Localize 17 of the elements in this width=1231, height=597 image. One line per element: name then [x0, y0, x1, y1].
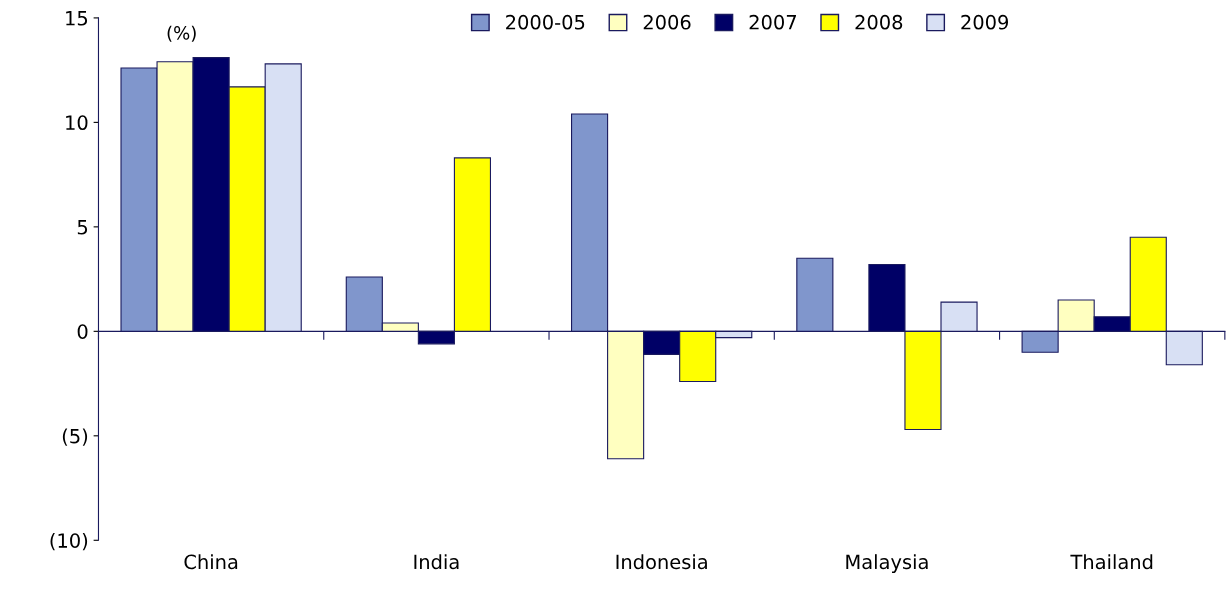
- y-tick-label: 5: [77, 220, 88, 235]
- y-tick-label: 15: [66, 11, 88, 26]
- legend-label: 2009: [961, 14, 1009, 30]
- y-axis-title: (%): [167, 25, 196, 42]
- x-tick-label: Thailand: [1070, 554, 1153, 570]
- x-tick-label: Malaysia: [846, 554, 928, 573]
- legend-label: 2000-05: [506, 14, 585, 30]
- legend-label: 2006: [643, 14, 691, 30]
- x-tick-label: China: [184, 554, 238, 570]
- legend-label: 2008: [855, 14, 903, 30]
- legend-label: 2007: [749, 14, 796, 30]
- x-tick-label: India: [414, 554, 459, 570]
- y-tick-label: 0: [77, 324, 88, 339]
- x-tick-label: Indonesia: [616, 554, 707, 570]
- y-tick-label: (10): [50, 532, 88, 551]
- y-tick-label: (5): [62, 428, 88, 446]
- y-tick-label: 10: [66, 115, 88, 131]
